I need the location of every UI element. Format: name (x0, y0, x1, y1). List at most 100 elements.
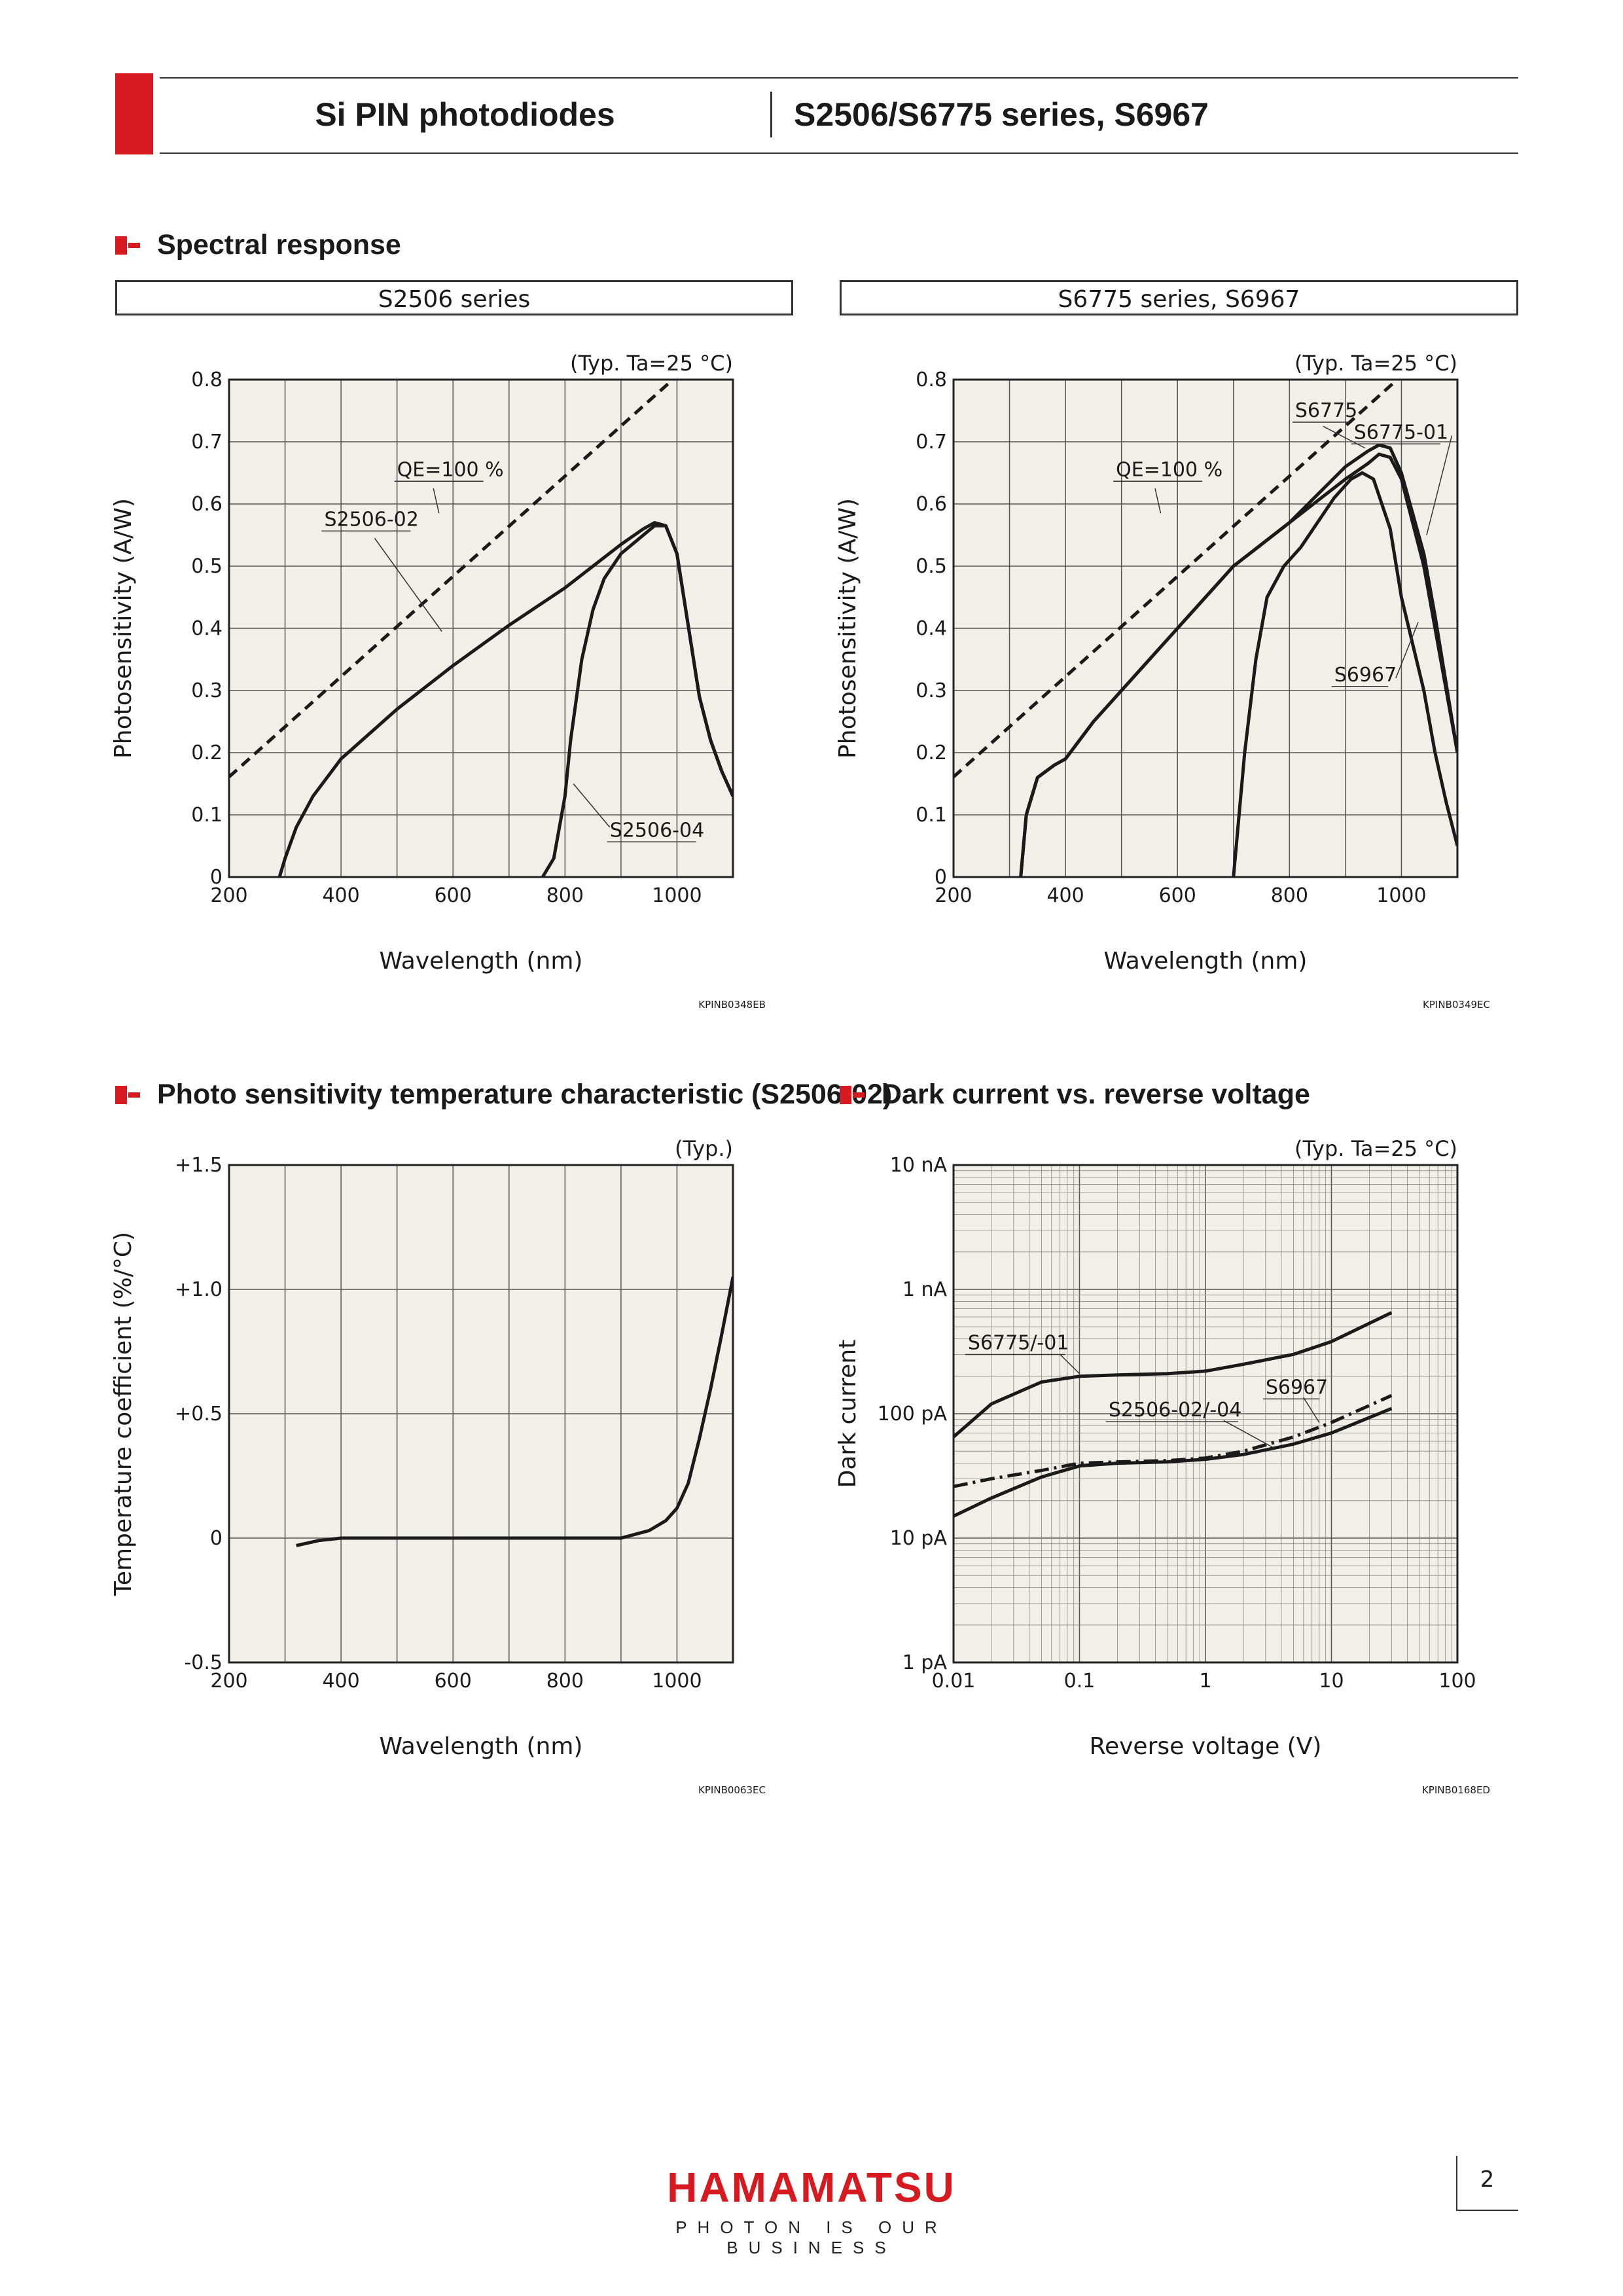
y-tick-label: 0.1 (916, 804, 947, 827)
annotation-label: S6967 (1334, 664, 1397, 687)
page-number-frame (1456, 2156, 1518, 2211)
y-tick-label: 0.3 (916, 679, 947, 702)
chart-condition-note: (Typ. Ta=25 °C) (570, 351, 733, 376)
y-tick-label: 0 (210, 1527, 223, 1550)
header-rule-top (160, 77, 1518, 79)
y-tick-label: 0.6 (916, 493, 947, 516)
section-bullet-icon (840, 1085, 868, 1104)
section-title-text: Dark current vs. reverse voltage (882, 1079, 1310, 1110)
y-tick-label: 0.7 (916, 431, 947, 454)
figure-code: KPINB0349EC (1423, 999, 1490, 1011)
annotation-label: QE=100 % (1116, 458, 1222, 481)
figure-code: KPINB0348EB (698, 999, 766, 1011)
y-axis-title: Dark current (834, 1340, 861, 1488)
series-line-s2506-02-04 (954, 1407, 1393, 1518)
y-tick-label: 1 pA (902, 1651, 948, 1674)
x-tick-label: 400 (322, 1670, 359, 1693)
section-bullet-icon (115, 1085, 144, 1104)
y-tick-label: 0.4 (916, 617, 947, 640)
y-tick-label: -0.5 (184, 1651, 223, 1674)
series-line-qe-100- (954, 380, 1400, 778)
annotation-leader (433, 488, 440, 514)
x-tick-label: 100 (1438, 1670, 1476, 1693)
annotation-label: S2506-02 (324, 508, 418, 531)
series-line-s6775-01 (1019, 443, 1457, 877)
y-tick-label: +1.5 (175, 1154, 223, 1177)
chart-condition-note: (Typ.) (675, 1136, 733, 1161)
section-title-spectral: Spectral response (115, 229, 401, 261)
header-product-family: Si PIN photodiodes (315, 96, 615, 133)
section-title-temp: Photo sensitivity temperature characteri… (115, 1079, 892, 1111)
x-tick-label: 0.01 (932, 1670, 976, 1693)
series-line-curve (296, 1276, 733, 1547)
chart-spectral-s2506: 200 400 600 800 1000 0 0.1 0.2 0.3 0.4 0.5 0.6 0.7 0.… (110, 351, 766, 1011)
plot-frame (228, 1164, 734, 1664)
annotation-leader (1154, 488, 1162, 514)
figure-code: KPINB0063EC (698, 1784, 766, 1796)
x-tick-label: 0.1 (1064, 1670, 1096, 1693)
x-tick-label: 1 (1199, 1670, 1211, 1693)
chart-caption-s2506: S2506 series (115, 280, 793, 315)
y-tick-label: 0.2 (916, 742, 947, 764)
y-axis-title: Photosensitivity (A/W) (110, 498, 137, 759)
chart-condition-note: (Typ. Ta=25 °C) (1294, 1136, 1457, 1161)
annotation-leader (1060, 1354, 1080, 1374)
y-tick-label: 0 (935, 866, 947, 889)
chart-temp-coefficient: 200 400 600 800 1000 -0.5 0 +0.5 +1.0 +1.5 Wavelen… (110, 1136, 766, 1796)
x-tick-label: 400 (322, 884, 359, 907)
y-tick-label: 100 pA (878, 1403, 948, 1426)
series-line-s2506-04 (541, 524, 733, 877)
x-tick-label: 800 (546, 1670, 584, 1693)
x-axis-title: Reverse voltage (V) (1090, 1733, 1322, 1760)
chart-condition-note: (Typ. Ta=25 °C) (1294, 351, 1457, 376)
y-tick-label: 1 nA (902, 1278, 948, 1301)
x-tick-label: 400 (1046, 884, 1084, 907)
figure-code: KPINB0168ED (1422, 1784, 1490, 1796)
page-number: 2 (1480, 2166, 1495, 2193)
series-line-s6775-01 (954, 1311, 1393, 1439)
y-tick-label: 0 (210, 866, 223, 889)
section-title-dark: Dark current vs. reverse voltage (840, 1079, 1310, 1111)
x-axis-title: Wavelength (nm) (1104, 948, 1308, 975)
x-tick-label: 800 (546, 884, 584, 907)
annotation-leader (374, 537, 442, 632)
y-tick-label: 0.5 (191, 555, 223, 578)
x-axis-title: Wavelength (nm) (380, 948, 583, 975)
annotation-label: S6775/-01 (968, 1331, 1069, 1354)
plot-frame (952, 378, 1459, 878)
y-tick-label: 0.8 (916, 368, 947, 391)
x-tick-label: 1000 (1376, 884, 1426, 907)
header-rule-bottom (160, 152, 1518, 154)
annotation-leader (1223, 1420, 1275, 1449)
y-tick-label: 10 pA (890, 1527, 948, 1550)
x-tick-label: 600 (1159, 884, 1196, 907)
x-tick-label: 800 (1271, 884, 1308, 907)
chart-spectral-s6775: 200 400 600 800 1000 0 0.1 0.2 0.3 0.4 0.5 0.6 0.7 0.… (834, 351, 1490, 1011)
chart-dark-current: 0.01 0.1 1 10 100 1 pA 10 pA 100 pA 1 nA 10 nA Rev… (834, 1136, 1490, 1796)
y-tick-label: 0.6 (191, 493, 223, 516)
y-tick-label: 10 nA (890, 1154, 948, 1177)
header-models: S2506/S6775 series, S6967 (794, 96, 1209, 133)
x-tick-label: 200 (210, 884, 247, 907)
y-tick-label: +0.5 (175, 1403, 223, 1426)
series-line-qe-100- (229, 380, 675, 778)
annotation-label: S6775 (1295, 399, 1357, 422)
series-line-s6967 (954, 1393, 1393, 1488)
annotation-label: S2506-02/-04 (1109, 1399, 1242, 1422)
annotation-leader (1395, 622, 1419, 679)
annotation-leader (1426, 435, 1453, 535)
annotation-label: S6775-01 (1354, 421, 1448, 444)
x-tick-label: 600 (435, 884, 472, 907)
section-title-text: Photo sensitivity temperature characteri… (157, 1079, 893, 1110)
y-tick-label: 0.3 (191, 679, 223, 702)
section-title-text: Spectral response (157, 229, 401, 260)
x-tick-label: 200 (935, 884, 972, 907)
plot-frame (952, 1164, 1459, 1664)
x-tick-label: 200 (210, 1670, 247, 1693)
hamamatsu-logo: HAMAMATSU (667, 2164, 956, 2211)
header-accent-bar (115, 73, 153, 154)
y-axis-title: Temperature coefficient (%/°C) (110, 1232, 137, 1596)
tagline: PHOTON IS OUR BUSINESS (675, 2217, 948, 2257)
annotation-leader (1303, 1397, 1320, 1423)
x-tick-label: 1000 (652, 1670, 702, 1693)
